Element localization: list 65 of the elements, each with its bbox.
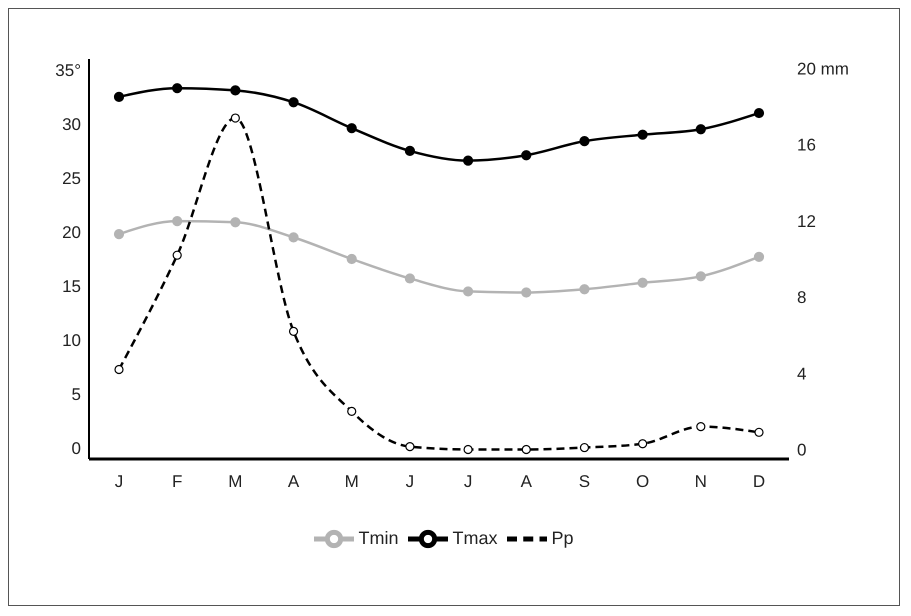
point	[754, 108, 764, 118]
point	[638, 130, 648, 140]
x-tick-label: M	[344, 472, 359, 492]
point	[463, 444, 473, 454]
y2-tick-label: 12	[797, 212, 816, 231]
y-tick-label: 30	[62, 114, 81, 134]
x-tick-label: N	[694, 472, 707, 492]
point	[172, 216, 182, 226]
point	[114, 229, 124, 240]
point	[754, 428, 764, 437]
point	[346, 254, 357, 264]
point	[696, 124, 706, 134]
x-tick-label: A	[288, 472, 300, 492]
legend-label: Tmax	[452, 528, 498, 548]
point	[288, 326, 298, 336]
point	[230, 217, 240, 228]
point	[404, 146, 416, 156]
point	[172, 250, 182, 260]
y-tick-label: 10	[62, 331, 81, 350]
point	[521, 287, 532, 298]
x-tick-label: S	[578, 472, 590, 492]
y-tick-label: 0	[72, 439, 81, 458]
point	[114, 92, 124, 102]
point	[230, 85, 240, 96]
x-tick-label: D	[752, 472, 766, 492]
point	[346, 123, 357, 134]
y-tick-label: 5	[72, 385, 81, 404]
y2-tick-label: 8	[797, 288, 806, 308]
point	[638, 439, 648, 448]
point	[754, 252, 764, 262]
x-tick-label: J	[114, 472, 124, 492]
x-tick-label: O	[636, 472, 650, 492]
point	[462, 286, 474, 297]
x-tick-label: J	[406, 472, 414, 492]
y2-tick-label: 0	[797, 440, 806, 460]
y2-tick-label: 16	[797, 136, 816, 155]
y-tick-label: 20	[62, 223, 81, 242]
y-tick-label: 25	[62, 168, 81, 188]
x-tick-label: A	[520, 472, 533, 492]
point	[462, 156, 474, 166]
y2-tick-label: 4	[797, 364, 806, 384]
x-tick-label: F	[172, 472, 182, 492]
x-tick-label: M	[228, 472, 242, 492]
legend-label: Tmin	[358, 528, 398, 548]
y-tick-label: 15	[62, 277, 81, 296]
point	[696, 422, 706, 432]
point	[405, 442, 415, 452]
point	[522, 444, 531, 454]
point	[521, 150, 532, 160]
y-tick-label: 35°	[55, 60, 81, 80]
point	[579, 136, 590, 146]
legend-label: Pp	[551, 528, 574, 548]
y2-tick-label: 20 mm	[797, 60, 849, 79]
point	[288, 232, 299, 242]
point	[230, 113, 240, 123]
point	[347, 406, 356, 416]
point	[172, 83, 182, 94]
point	[696, 271, 706, 282]
point	[638, 278, 648, 288]
point	[114, 364, 124, 374]
point	[579, 284, 590, 294]
point	[580, 442, 590, 452]
x-tick-label: J	[464, 472, 472, 492]
point	[288, 97, 299, 108]
point	[404, 273, 416, 284]
